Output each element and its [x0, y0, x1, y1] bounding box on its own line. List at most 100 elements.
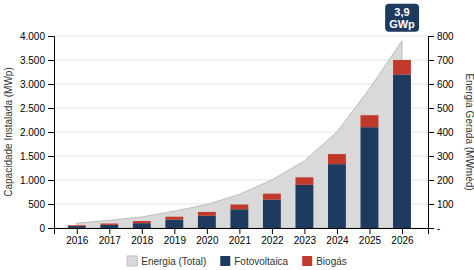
tick-label: 2.500 — [20, 103, 45, 114]
tick-label: 1.500 — [20, 151, 45, 162]
bar — [133, 223, 151, 228]
axis-line — [48, 37, 55, 229]
tick-mark — [48, 204, 54, 205]
tick-label: 2.000 — [20, 127, 45, 138]
annotation-box — [385, 4, 419, 32]
tick: 2024 — [326, 228, 349, 246]
legend-swatch — [302, 256, 312, 266]
chart: 2016 2017 2018 2019 2020 2021 2022 2023 2024 2025… — [0, 0, 474, 270]
tick: 500 — [28, 199, 54, 210]
bar — [328, 164, 346, 228]
tick-mark — [207, 228, 208, 234]
tick-mark — [402, 228, 403, 234]
bar — [263, 200, 281, 228]
chart-container: 2016 2017 2018 2019 2020 2021 2022 2023 2024 2025… — [0, 0, 474, 270]
bar — [68, 225, 86, 227]
tick: 2019 — [164, 228, 187, 246]
tick-mark — [272, 228, 273, 234]
tick-mark — [304, 228, 305, 234]
bar — [198, 216, 216, 228]
tick: 2023 — [294, 228, 317, 246]
tick-label: 4.000 — [20, 31, 45, 42]
tick-mark — [337, 228, 338, 234]
legend-swatch — [220, 256, 230, 266]
tick: 2021 — [229, 228, 252, 246]
axis: - 100 200 300 400 500 600 700 800 — [428, 31, 454, 234]
bar — [230, 209, 248, 228]
tick: 2018 — [131, 228, 154, 246]
bar — [393, 60, 411, 74]
tick: 3.500 — [20, 55, 54, 66]
tick: 500 — [428, 103, 454, 114]
tick: 2016 — [66, 228, 89, 246]
bar — [133, 221, 151, 223]
tick-label: 2020 — [196, 235, 219, 246]
bar — [165, 220, 183, 228]
bar — [393, 74, 411, 228]
legend-label: Biogás — [316, 256, 347, 267]
tick-mark — [428, 36, 434, 37]
annotation: 3,9GWp — [385, 4, 419, 32]
tick-label: 2021 — [229, 235, 252, 246]
bar-series — [68, 74, 411, 228]
tick-label: 2016 — [66, 235, 89, 246]
tick: 300 — [428, 151, 454, 162]
tick-mark — [428, 60, 434, 61]
tick-mark — [48, 36, 54, 37]
tick: 2020 — [196, 228, 219, 246]
legend-label: Fotovoltaica — [234, 256, 288, 267]
bar — [100, 224, 118, 225]
tick-label: 2018 — [131, 235, 154, 246]
tick-mark — [428, 228, 434, 229]
grid — [54, 36, 428, 228]
tick-mark — [239, 228, 240, 234]
tick: 3.000 — [20, 79, 54, 90]
annotation-line: 3,9 — [394, 6, 409, 18]
legend-swatch — [127, 256, 137, 266]
tick-label: 700 — [437, 55, 454, 66]
bar — [295, 177, 313, 184]
tick-mark — [48, 84, 54, 85]
annotation-text: 3,9GWp — [389, 6, 415, 30]
axis-title: Energia Gerada (MWméd) — [464, 73, 474, 190]
tick-mark — [174, 228, 175, 234]
tick-label: 2019 — [164, 235, 187, 246]
legend-label: Energia (Total) — [141, 256, 206, 267]
tick: - — [428, 223, 440, 234]
legend-item: Fotovoltaica — [220, 256, 288, 267]
tick: 400 — [428, 127, 454, 138]
tick-mark — [428, 156, 434, 157]
bar — [361, 127, 379, 228]
tick-mark — [48, 108, 54, 109]
tick-label: 1.000 — [20, 175, 45, 186]
tick-label: 500 — [28, 199, 45, 210]
tick-mark — [369, 228, 370, 234]
tick-label: 3.500 — [20, 55, 45, 66]
tick: 0 — [39, 223, 54, 234]
legend-item: Biogás — [302, 256, 347, 267]
tick-label: 400 — [437, 127, 454, 138]
tick: 2017 — [99, 228, 122, 246]
tick: 2.500 — [20, 103, 54, 114]
tick-label: 200 — [437, 175, 454, 186]
bar — [230, 204, 248, 209]
tick: 800 — [428, 31, 454, 42]
tick-label: 3.000 — [20, 79, 45, 90]
tick: 2025 — [359, 228, 382, 246]
tick-label: 300 — [437, 151, 454, 162]
tick-mark — [142, 228, 143, 234]
axis-title: Capacidade Instalada (MWp) — [3, 67, 14, 197]
tick: 4.000 — [20, 31, 54, 42]
tick-mark — [48, 60, 54, 61]
tick: 2022 — [261, 228, 284, 246]
bar — [68, 226, 86, 228]
tick-mark — [428, 84, 434, 85]
annotation-line: GWp — [389, 18, 415, 30]
tick-label: 600 — [437, 79, 454, 90]
tick: 1.000 — [20, 175, 54, 186]
tick: 2026 — [391, 228, 414, 246]
tick: 1.500 — [20, 151, 54, 162]
tick: 100 — [428, 199, 454, 210]
tick: 200 — [428, 175, 454, 186]
grid-line — [54, 60, 428, 61]
